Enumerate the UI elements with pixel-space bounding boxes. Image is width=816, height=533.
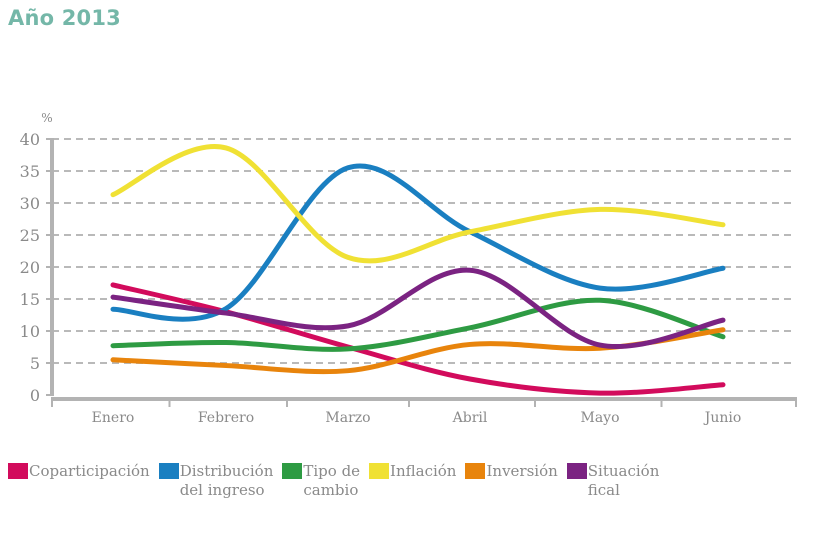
y-axis-unit-label: %: [41, 111, 52, 125]
legend-color-swatch: [566, 463, 587, 479]
series-line: [110, 163, 726, 322]
legend-item-label: Inflación: [390, 462, 457, 480]
legend-color-swatch: [158, 463, 179, 479]
legend-item-label: Distribución del ingreso: [179, 462, 274, 499]
legend-item[interactable]: Tipo de cambio: [282, 462, 360, 500]
legend-item[interactable]: Inflación: [369, 462, 456, 481]
x-tick-label: Mayo: [580, 410, 619, 426]
chart-legend: Coparticipación Distribución del ingreso T…: [8, 462, 816, 500]
x-tick-labels: Enero Febrero Marzo Abril Mayo Junio: [92, 410, 742, 426]
x-tick-label: Marzo: [325, 410, 370, 426]
y-axis: [46, 138, 54, 396]
y-tick-label: 20: [20, 258, 40, 277]
series-line: [110, 267, 726, 349]
x-axis: [51, 397, 797, 407]
series-line: [110, 144, 726, 264]
y-tick-labels: 0 5 10 15 20 25 30 35 40: [20, 130, 40, 405]
page-title: Año 2013: [8, 6, 121, 30]
legend-item-label: Inversión: [486, 462, 558, 480]
series-line: [110, 297, 726, 352]
legend-color-swatch: [369, 463, 390, 479]
x-tick-label: Febrero: [198, 410, 254, 426]
line-chart-svg: 0 5 10 15 20 25 30 35 40 Enero Febrero Marzo Abril M…: [20, 111, 797, 426]
legend-color-swatch: [8, 463, 28, 479]
legend-item[interactable]: Distribución del ingreso: [158, 462, 274, 500]
legend-item-label: Tipo de cambio: [303, 462, 361, 499]
gridlines: [52, 138, 796, 364]
x-tick-label: Junio: [703, 410, 742, 426]
data-series-group: [110, 144, 726, 396]
y-tick-label: 0: [30, 386, 40, 405]
legend-color-swatch: [465, 463, 486, 479]
legend-item-label: Coparticipación: [29, 462, 150, 480]
y-tick-label: 25: [20, 226, 40, 245]
y-tick-label: 15: [20, 290, 40, 309]
y-tick-label: 30: [20, 194, 40, 213]
legend-item[interactable]: Situación fical: [566, 462, 660, 500]
legend-color-swatch: [282, 463, 303, 479]
legend-item-label: Situación fical: [587, 462, 660, 499]
x-tick-label: Enero: [92, 410, 135, 426]
x-tick-label: Abril: [452, 410, 488, 426]
y-tick-label: 10: [20, 322, 40, 341]
legend-item[interactable]: Inversión: [465, 462, 558, 481]
y-tick-label: 35: [20, 162, 40, 181]
y-tick-label: 40: [20, 130, 40, 149]
y-tick-label: 5: [30, 354, 40, 373]
legend-item[interactable]: Coparticipación: [8, 462, 150, 481]
